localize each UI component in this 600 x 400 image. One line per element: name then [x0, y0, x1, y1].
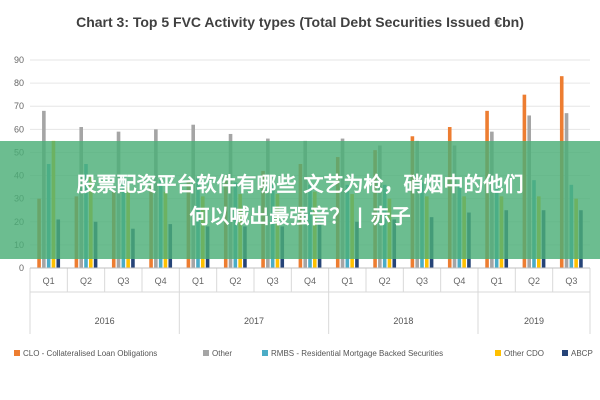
overlay-line-1: 股票配资平台软件有哪些 文艺为枪，硝烟中的他们	[76, 172, 524, 196]
y-tick-label: 60	[14, 124, 24, 134]
x-tick-label: Q2	[229, 276, 241, 286]
x-tick-label: Q3	[416, 276, 428, 286]
legend-label: CLO - Collateralised Loan Obligations	[23, 349, 157, 358]
legend-label: RMBS - Residential Mortgage Backed Secur…	[271, 349, 443, 358]
chart-title: Chart 3: Top 5 FVC Activity types (Total…	[76, 14, 524, 30]
x-tick-label: Q1	[192, 276, 204, 286]
x-tick-label: Q2	[80, 276, 92, 286]
overlay-line-2: 何以喊出最强音？ | 赤子	[189, 204, 411, 228]
y-tick-label: 70	[14, 101, 24, 111]
x-tick-label: Q1	[341, 276, 353, 286]
x-tick-label: Q3	[267, 276, 279, 286]
y-tick-label: 90	[14, 55, 24, 65]
year-label: 2017	[244, 316, 264, 326]
legend-swatch	[262, 350, 268, 356]
y-tick-label: 80	[14, 78, 24, 88]
legend-label: ABCP	[571, 349, 593, 358]
overlay-banner[interactable]: 股票配资平台软件有哪些 文艺为枪，硝烟中的他们 何以喊出最强音？ | 赤子	[0, 141, 600, 259]
year-label: 2016	[95, 316, 115, 326]
x-tick-label: Q2	[528, 276, 540, 286]
x-tick-label: Q4	[304, 276, 316, 286]
x-tick-label: Q1	[43, 276, 55, 286]
x-tick-label: Q3	[565, 276, 577, 286]
legend: CLO - Collateralised Loan Obligations Oth…	[14, 349, 593, 358]
legend-label: Other CDO	[504, 349, 544, 358]
x-tick-label: Q2	[379, 276, 391, 286]
x-tick-label: Q4	[453, 276, 465, 286]
y-tick-label: 0	[19, 263, 24, 273]
year-label: 2019	[524, 316, 544, 326]
legend-swatch	[495, 350, 501, 356]
legend-label: Other	[212, 349, 232, 358]
x-tick-label: Q1	[491, 276, 503, 286]
legend-swatch	[14, 350, 20, 356]
overlay-text[interactable]: 股票配资平台软件有哪些 文艺为枪，硝烟中的他们 何以喊出最强音？ | 赤子	[5, 168, 595, 232]
x-tick-label: Q3	[117, 276, 129, 286]
legend-swatch	[562, 350, 568, 356]
x-tick-label: Q4	[155, 276, 167, 286]
legend-swatch	[203, 350, 209, 356]
year-label: 2018	[393, 316, 413, 326]
